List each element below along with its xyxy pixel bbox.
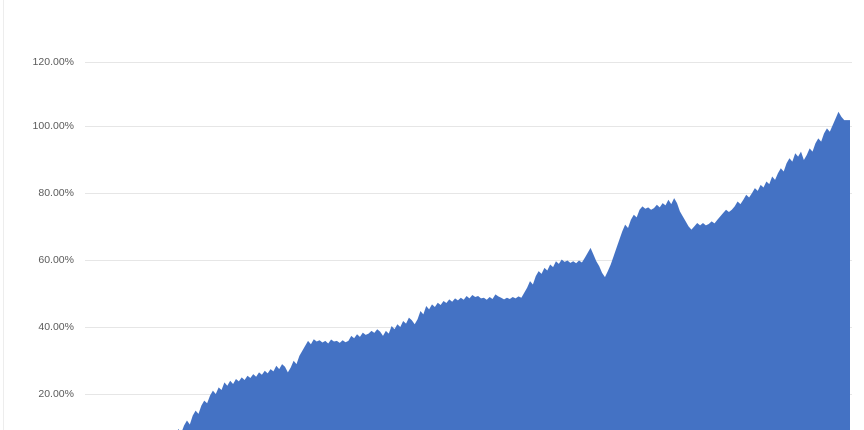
chart-title-suffix: for the S&P 500 bbox=[411, 0, 657, 2]
y-axis-tick-60: 60.00% bbox=[0, 254, 864, 267]
series-area-path bbox=[177, 111, 850, 430]
y-axis-label-40: 40.00% bbox=[38, 321, 74, 333]
y-axis-label-120: 120.00% bbox=[32, 56, 74, 68]
gridline-120 bbox=[85, 62, 852, 63]
y-axis-label-100: 100.00% bbox=[32, 120, 74, 132]
chart-title-accent-value: +7.0% bbox=[315, 0, 411, 2]
y-axis-label-60: 60.00% bbox=[38, 254, 74, 266]
chart-title: versus +7.0% for the S&P 500 bbox=[0, 0, 864, 4]
chart-title-prefix: versus bbox=[207, 0, 315, 2]
chart-title-line: versus +7.0% for the S&P 500 bbox=[0, 0, 864, 4]
plot-left-edge-rule bbox=[3, 0, 4, 430]
y-axis-tick-80: 80.00% bbox=[0, 187, 864, 200]
y-axis-tick-100: 100.00% bbox=[0, 120, 864, 133]
gridline-80 bbox=[85, 193, 852, 194]
y-axis-label-20: 20.00% bbox=[38, 388, 74, 400]
gridline-100 bbox=[85, 126, 852, 127]
y-axis-tick-120: 120.00% bbox=[0, 56, 864, 69]
gridline-60 bbox=[85, 260, 852, 261]
y-axis-label-80: 80.00% bbox=[38, 187, 74, 199]
